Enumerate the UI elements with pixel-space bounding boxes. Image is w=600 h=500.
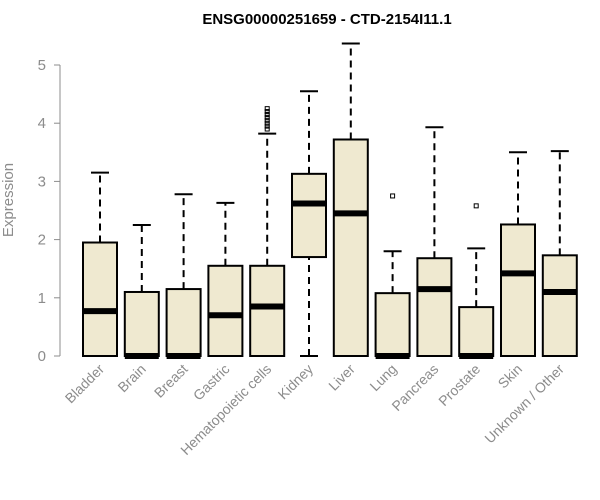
box-liver <box>332 42 369 357</box>
chart-title: ENSG00000251659 - CTD-2154I11.1 <box>202 11 451 28</box>
box-brain <box>123 224 160 359</box>
y-axis: 0 1 2 3 4 5 <box>38 57 61 365</box>
y-tick-label: 3 <box>38 173 46 190</box>
box-skin <box>500 151 536 357</box>
outlier-point <box>264 109 270 115</box>
box-prostate <box>458 203 495 359</box>
box-kidney <box>291 90 327 357</box>
outlier-point <box>264 123 270 129</box>
box-body <box>291 172 327 259</box>
box-gastric <box>207 201 244 358</box>
y-axis-label: Expression <box>0 163 17 237</box>
outlier-point <box>264 120 270 126</box>
x-tick-label: Prostate <box>435 361 483 409</box>
y-tick-label: 4 <box>38 115 46 132</box>
y-tick-label: 1 <box>38 290 46 307</box>
box-breast <box>165 193 202 359</box>
y-tick-label: 2 <box>38 232 46 249</box>
x-tick-label: Breast <box>151 361 191 401</box>
box-body <box>207 264 244 358</box>
x-tick-label: Lung <box>366 361 399 394</box>
outlier-point <box>264 126 270 132</box>
box-body <box>500 223 536 357</box>
box-hematopoietic-cells <box>249 106 286 358</box>
box-body <box>374 292 411 358</box>
x-tick-label: Liver <box>325 361 358 394</box>
box-body <box>123 290 160 358</box>
box-body <box>82 241 118 357</box>
x-tick-label: Unknown / Other <box>481 361 567 447</box>
box-body <box>541 254 578 357</box>
box-pancreas <box>416 126 453 357</box>
box-body <box>416 257 453 357</box>
outlier-point <box>264 111 270 117</box>
y-tick-label: 5 <box>38 57 46 74</box>
box-body <box>249 264 286 358</box>
box-body <box>332 138 369 357</box>
outlier-point <box>473 203 479 209</box>
x-tick-label: Brain <box>114 361 148 395</box>
x-tick-label: Skin <box>495 361 526 392</box>
box-unknown-other <box>541 150 578 357</box>
x-tick-label: Bladder <box>62 361 108 407</box>
x-tick-label: Kidney <box>275 361 317 403</box>
box-bladder <box>82 171 118 357</box>
outlier-point <box>264 114 270 120</box>
box-body <box>165 288 202 358</box>
outlier-point <box>264 106 270 112</box>
outlier-point <box>264 117 270 123</box>
box-body <box>458 306 495 357</box>
y-tick-label: 0 <box>38 348 46 365</box>
outlier-point <box>390 193 396 199</box>
boxes-group <box>82 42 578 359</box>
box-lung <box>374 193 411 359</box>
